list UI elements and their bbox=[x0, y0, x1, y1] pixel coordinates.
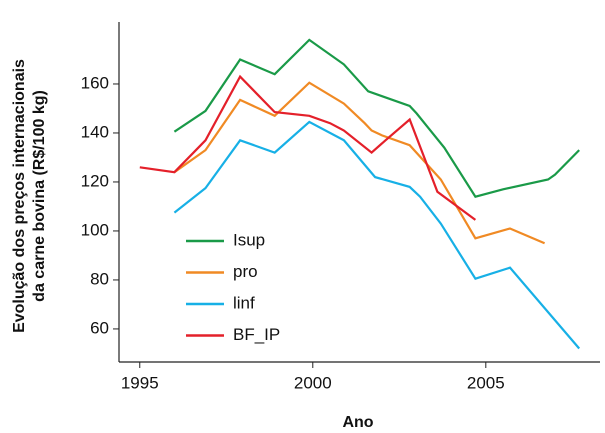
y-tick-label: 120 bbox=[81, 171, 109, 190]
y-tick-label: 80 bbox=[90, 269, 109, 288]
legend-label: Isup bbox=[233, 230, 265, 249]
x-tick-label: 1995 bbox=[121, 373, 159, 392]
legend-label: BF_IP bbox=[233, 325, 280, 344]
x-tick-label: 2000 bbox=[294, 373, 332, 392]
line-series bbox=[173, 81, 546, 245]
x-axis-label: Ano bbox=[342, 414, 373, 431]
y-tick-label: 140 bbox=[81, 122, 109, 141]
y-tick-label: 160 bbox=[81, 73, 109, 92]
line-series bbox=[173, 120, 581, 350]
line-series bbox=[139, 74, 477, 221]
legend-label: pro bbox=[233, 262, 258, 281]
y-tick-label: 100 bbox=[81, 220, 109, 239]
line-series bbox=[173, 38, 580, 198]
x-tick-label: 2005 bbox=[467, 373, 505, 392]
y-axis-label-line: Evolução dos preços internacionais bbox=[11, 59, 28, 333]
y-axis-label: Evolução dos preços internacionais da ca… bbox=[11, 59, 48, 333]
legend-label: linf bbox=[233, 293, 255, 312]
y-tick-label: 60 bbox=[90, 318, 109, 337]
y-axis-label-line: da carne bovina (R$/100 kg) bbox=[31, 90, 48, 302]
